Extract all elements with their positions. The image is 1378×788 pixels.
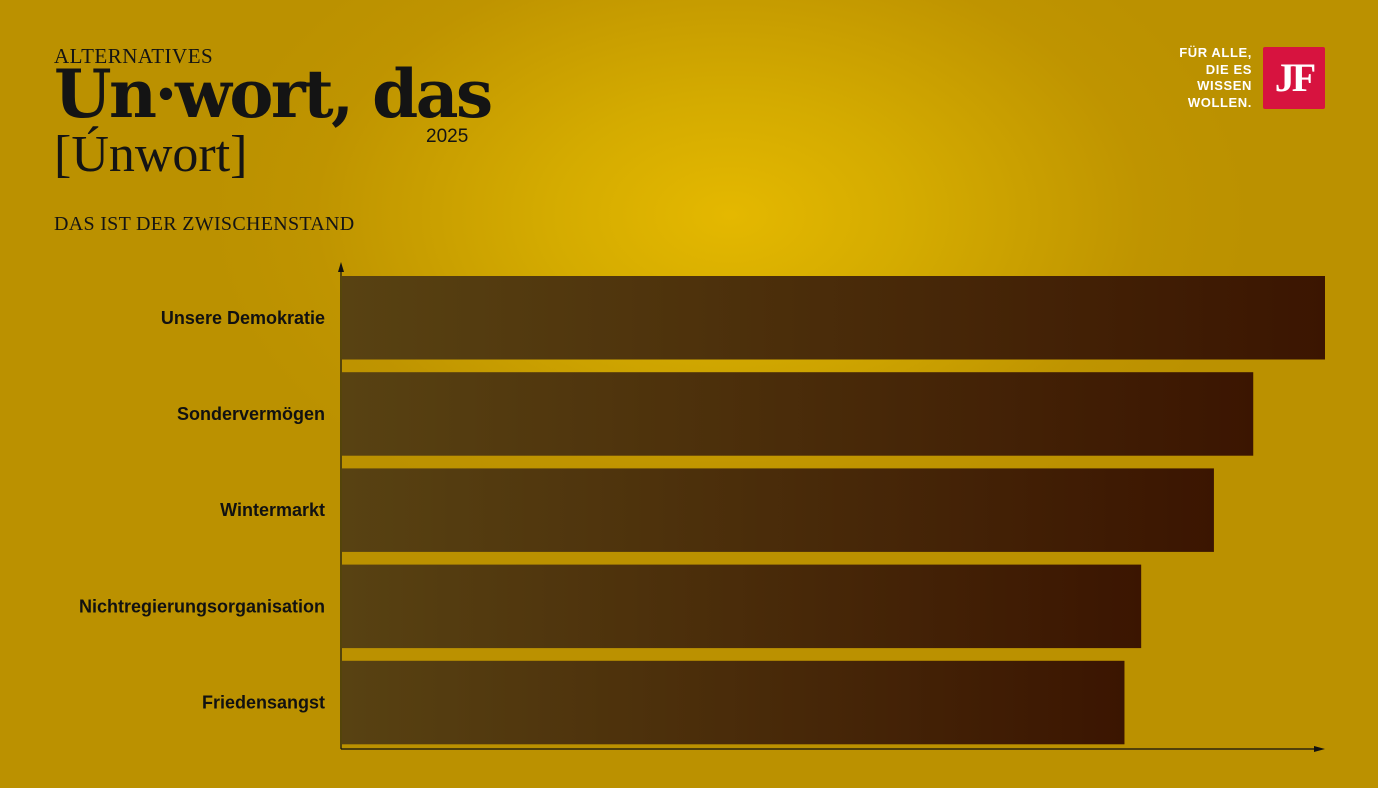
bar [342, 564, 1142, 649]
bar [342, 660, 1125, 745]
y-axis-arrow [338, 262, 344, 272]
slogan-line: WISSEN [1197, 78, 1252, 93]
x-axis-arrow [1314, 746, 1325, 752]
year-label: 2025 [426, 126, 469, 147]
category-labels: Unsere Demokratie Sondervermögen Wintermar… [79, 308, 325, 713]
bars-group [342, 276, 1325, 745]
jf-logo: JF [1263, 47, 1325, 109]
category-label: Unsere Demokratie [161, 308, 325, 328]
slogan-line: FÜR ALLE, [1179, 45, 1252, 60]
chart-subtitle: DAS IST DER ZWISCHENSTAND [54, 213, 355, 235]
pronunciation: [Únwort] [54, 126, 248, 183]
category-label: Wintermarkt [220, 500, 325, 520]
bar [342, 468, 1214, 552]
slogan-line: WOLLEN. [1187, 94, 1252, 110]
slogan-line: DIE ES [1205, 61, 1252, 77]
kicker: ALTERNATIVES [54, 44, 214, 68]
category-label: Nichtregierungsorganisation [79, 596, 325, 616]
category-label: Sondervermögen [177, 404, 325, 424]
brand-slogan: FÜR ALLE, DIE ES WISSEN WOLLEN. [1179, 45, 1252, 111]
page-title: Un·wort, das [54, 55, 493, 133]
axes [338, 262, 1325, 752]
bar [342, 372, 1254, 456]
bar [342, 276, 1325, 360]
category-label: Friedensangst [202, 693, 325, 713]
